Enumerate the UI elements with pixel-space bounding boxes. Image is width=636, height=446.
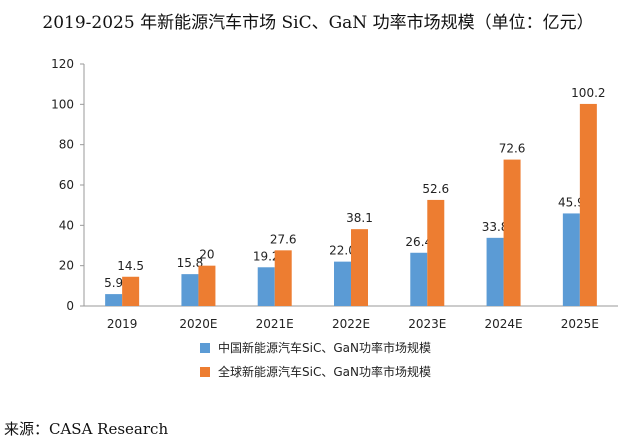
data-label: 19.2	[253, 249, 280, 263]
data-label: 20	[199, 248, 214, 262]
data-label: 22.0	[329, 244, 356, 258]
data-label: 5.9	[104, 276, 123, 290]
source-note: 来源：CASA Research	[4, 420, 169, 438]
y-tick-label: 20	[59, 259, 74, 273]
legend-swatch	[200, 343, 210, 353]
bar-series-2	[579, 103, 597, 307]
y-tick-label: 40	[59, 218, 74, 232]
bar-series-2	[351, 229, 368, 306]
data-label: 27.6	[270, 232, 297, 246]
data-label: 52.6	[422, 182, 449, 196]
y-tick-label: 60	[59, 178, 74, 192]
x-tick-label: 2023E	[408, 317, 446, 331]
data-label: 45.9	[558, 195, 585, 209]
bar-series-1	[257, 267, 275, 306]
data-label: 72.6	[499, 142, 526, 156]
y-axis: 0 20 40 60 80 100 120	[51, 57, 85, 313]
bar-series-1	[410, 252, 428, 306]
data-label: 100.2	[571, 86, 605, 100]
x-tick-label: 2019	[107, 317, 138, 331]
x-tick-label: 2022E	[332, 317, 370, 331]
data-label: 33.8	[482, 220, 509, 234]
bar-series-2	[198, 265, 216, 306]
legend-label: 中国新能源汽车SiC、GaN功率市场规模	[218, 340, 431, 355]
chart-title: 2019-2025 年新能源汽车市场 SiC、GaN 功率市场规模（单位：亿元）	[42, 13, 594, 33]
bar-series-2	[503, 159, 521, 306]
bar-series-1	[334, 261, 351, 306]
x-tick-label: 2020E	[179, 317, 217, 331]
bar-series-1	[105, 294, 123, 306]
data-label: 26.4	[405, 235, 432, 249]
data-label: 14.5	[117, 259, 144, 273]
x-tick-label: 2024E	[485, 317, 523, 331]
bar-series-1	[486, 237, 504, 306]
y-tick-label: 100	[51, 97, 74, 111]
x-tick-label: 2021E	[256, 317, 294, 331]
bar-series-1	[181, 274, 199, 306]
bar-series-2	[427, 199, 445, 306]
data-label: 15.8	[177, 256, 204, 270]
bars: 5.9 15.8 19.2 22.0 26.4 33.8 45.9 14.5 20 27.6 38.…	[104, 86, 606, 307]
x-axis: 2019 2020E 2021E 2022E 2023E 2024E 2025E	[84, 305, 618, 331]
y-tick-label: 120	[51, 57, 74, 71]
y-tick-label: 80	[59, 138, 74, 152]
data-label: 38.1	[346, 211, 373, 225]
y-tick-label: 0	[66, 299, 74, 313]
bar-series-1	[562, 213, 580, 306]
legend-label: 全球新能源汽车SiC、GaN功率市场规模	[218, 364, 431, 379]
bar-series-2	[122, 276, 140, 306]
bar-series-2	[274, 250, 292, 306]
legend-swatch	[200, 367, 210, 377]
x-tick-label: 2025E	[561, 317, 599, 331]
